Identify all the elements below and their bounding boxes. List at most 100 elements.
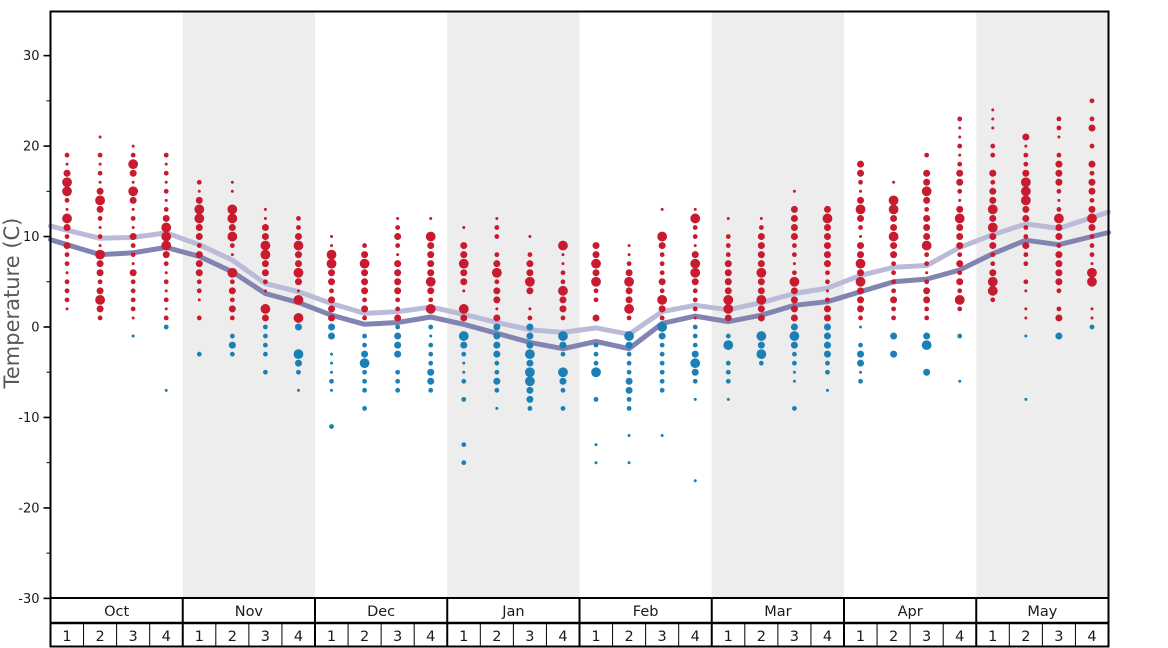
warm-dot <box>361 287 369 295</box>
warm-dot <box>230 189 234 193</box>
warm-dot <box>64 252 70 258</box>
warm-dot <box>891 306 896 312</box>
warm-dot <box>63 223 71 231</box>
warm-dot <box>757 251 765 259</box>
avg-min-line <box>48 230 1111 352</box>
warm-dot <box>1055 233 1063 241</box>
cold-dot <box>591 367 601 378</box>
cold-dot <box>659 342 665 348</box>
warm-dot <box>64 297 70 303</box>
warm-dot <box>990 152 996 158</box>
warm-dot <box>227 267 238 278</box>
warm-dot <box>261 233 269 241</box>
warm-dot <box>592 269 600 277</box>
warm-dot <box>96 305 104 313</box>
warm-dot <box>194 204 205 215</box>
cold-dot <box>693 479 697 483</box>
cold-dot <box>859 325 863 329</box>
cold-dot <box>593 396 599 402</box>
month-cell-label-mar: Mar <box>764 604 791 620</box>
warm-dot <box>161 240 172 251</box>
week-cell-label: 1 <box>724 629 733 645</box>
warm-dot <box>294 251 302 259</box>
cold-dot <box>526 386 534 394</box>
warm-dot <box>196 288 202 294</box>
warm-dot <box>330 235 334 239</box>
warm-dot <box>493 296 501 304</box>
warm-dot <box>493 260 501 268</box>
warm-dot <box>63 242 71 250</box>
warm-dot <box>859 189 863 193</box>
cold-dot <box>461 351 467 357</box>
cold-dot <box>725 369 731 375</box>
warm-dot <box>859 235 863 239</box>
warm-dot <box>1088 178 1096 186</box>
cold-dot <box>825 360 830 366</box>
cold-dot <box>526 332 534 340</box>
cold-dot <box>792 351 797 357</box>
cold-dot <box>196 351 202 357</box>
warm-dot <box>825 279 830 285</box>
warm-dot <box>97 216 103 221</box>
month-band-jan <box>447 11 580 598</box>
cold-dot <box>493 377 501 385</box>
warm-dot <box>756 267 767 278</box>
warm-dot <box>131 225 135 229</box>
warm-dot <box>197 298 201 302</box>
warm-dot <box>724 314 732 322</box>
cold-dot <box>494 360 500 366</box>
cold-dot <box>726 397 730 401</box>
week-cell-label: 1 <box>195 629 204 645</box>
warm-dot <box>394 314 402 322</box>
warm-dot <box>693 316 697 320</box>
warm-dot <box>1056 207 1062 212</box>
cold-dot <box>293 349 304 360</box>
warm-dot <box>164 162 168 166</box>
warm-dot <box>97 279 103 285</box>
warm-dot <box>396 216 400 220</box>
warm-dot <box>425 304 436 314</box>
cold-dot <box>625 377 633 385</box>
warm-dot <box>263 216 267 220</box>
cold-dot <box>458 331 469 341</box>
warm-dot <box>657 294 668 305</box>
warm-dot <box>857 269 865 277</box>
cold-dot <box>792 406 797 411</box>
avg-max-line <box>48 209 1111 337</box>
warm-dot <box>857 251 865 259</box>
cold-dot <box>792 370 796 374</box>
warm-dot <box>394 233 402 241</box>
warm-dot <box>593 288 599 294</box>
warm-dot <box>293 267 304 278</box>
warm-dot <box>890 251 898 259</box>
warm-dot <box>1056 125 1062 131</box>
warm-dot <box>98 244 102 248</box>
cold-dot <box>460 341 468 349</box>
cold-dot <box>395 369 401 375</box>
warm-dot <box>723 304 734 314</box>
warm-dot <box>1022 133 1030 141</box>
week-cell-label: 3 <box>129 629 138 645</box>
warm-dot <box>260 249 271 260</box>
warm-dot <box>956 223 964 231</box>
warm-dot <box>328 278 336 286</box>
cold-dot <box>428 351 434 357</box>
month-band-mar <box>711 11 844 598</box>
warm-dot <box>458 258 469 269</box>
warm-dot <box>558 285 568 296</box>
warm-dot <box>528 307 532 311</box>
warm-dot <box>924 152 930 158</box>
warm-dot <box>855 204 866 215</box>
cold-dot <box>1024 334 1028 338</box>
warm-dot <box>227 231 238 242</box>
warm-dot <box>526 287 534 295</box>
warm-dot <box>658 242 666 250</box>
warm-dot <box>759 216 763 220</box>
cold-dot <box>825 369 830 375</box>
warm-dot <box>923 214 931 222</box>
warm-dot <box>990 252 996 258</box>
cold-dot <box>858 342 863 348</box>
warm-dot <box>790 233 798 241</box>
